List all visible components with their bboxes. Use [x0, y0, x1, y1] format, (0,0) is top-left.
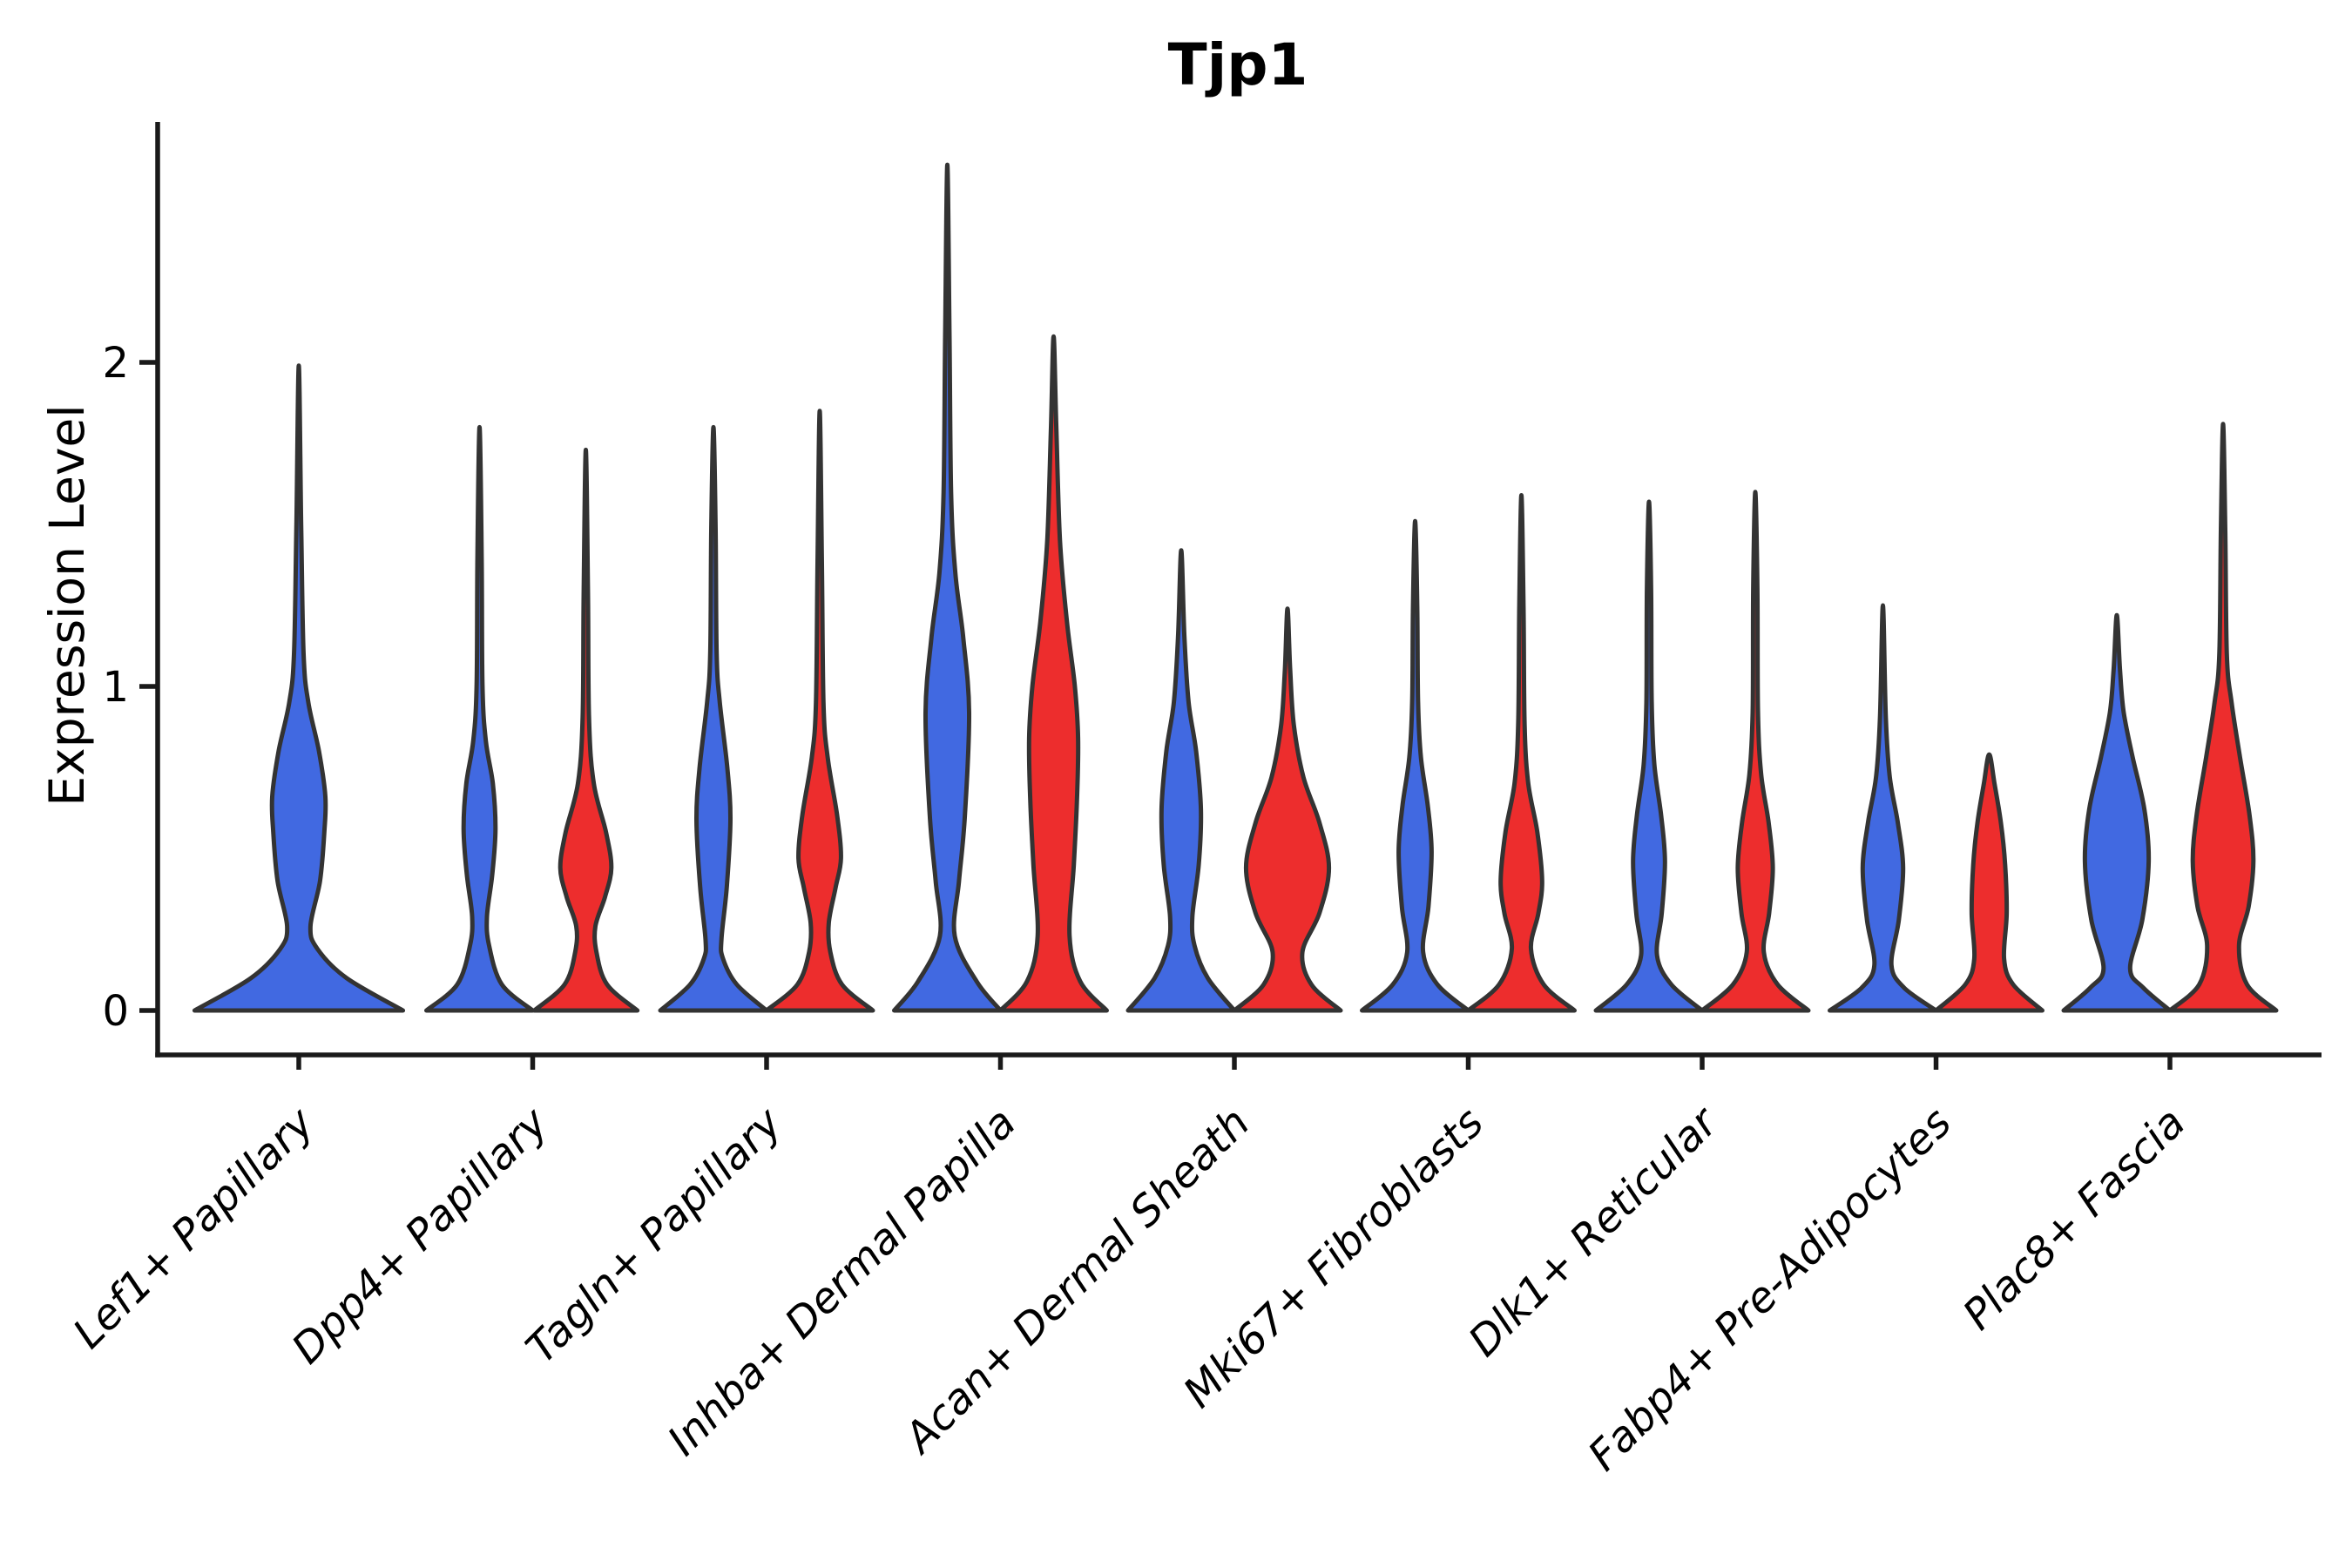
violin-dlk1-reticular-red	[1700, 490, 1811, 1013]
violin-acan-dermal-sheath-blue	[1125, 548, 1237, 1013]
y-tick-label-2: 2	[102, 339, 129, 388]
violin-dpp4-papillary-blue	[424, 424, 535, 1013]
violin-tagln-papillary-red	[764, 409, 875, 1013]
violin-fabp4-pre-adipocytes-blue	[1828, 603, 1938, 1013]
violins-layer	[192, 162, 2279, 1013]
violin-plac8-fascia-red	[2167, 422, 2279, 1013]
violin-plac8-fascia-blue	[2061, 612, 2173, 1013]
plot-title: Tjp1	[1168, 31, 1308, 98]
violin-inhba-dermal-papilla-red	[998, 334, 1109, 1013]
x-tick-label-1: Dpp4+ Papillary	[282, 1098, 558, 1373]
y-tick-label-0: 0	[102, 987, 129, 1036]
x-tick-label-6: Dlk1+ Reticular	[1459, 1097, 1729, 1367]
violin-fabp4-pre-adipocytes-red	[1934, 752, 2044, 1013]
x-tick-label-8: Plac8+ Fascia	[1954, 1098, 2195, 1340]
x-tick-label-2: Tagln+ Papillary	[517, 1098, 792, 1373]
violin-tagln-papillary-blue	[658, 424, 769, 1013]
violin-inhba-dermal-papilla-blue	[892, 162, 1003, 1013]
violin-mki67-fibroblasts-blue	[1360, 518, 1470, 1013]
x-tick-label-0: Lef1+ Papillary	[64, 1098, 324, 1358]
y-tick-label-1: 1	[102, 663, 129, 712]
violin-lef1-papillary-blue	[192, 363, 406, 1013]
violin-dpp4-papillary-red	[531, 447, 640, 1013]
y-axis-label: Expression Level	[39, 404, 95, 806]
violin-dlk1-reticular-blue	[1593, 499, 1705, 1013]
violin-acan-dermal-sheath-red	[1232, 606, 1343, 1013]
violin-mki67-fibroblasts-red	[1466, 493, 1577, 1013]
